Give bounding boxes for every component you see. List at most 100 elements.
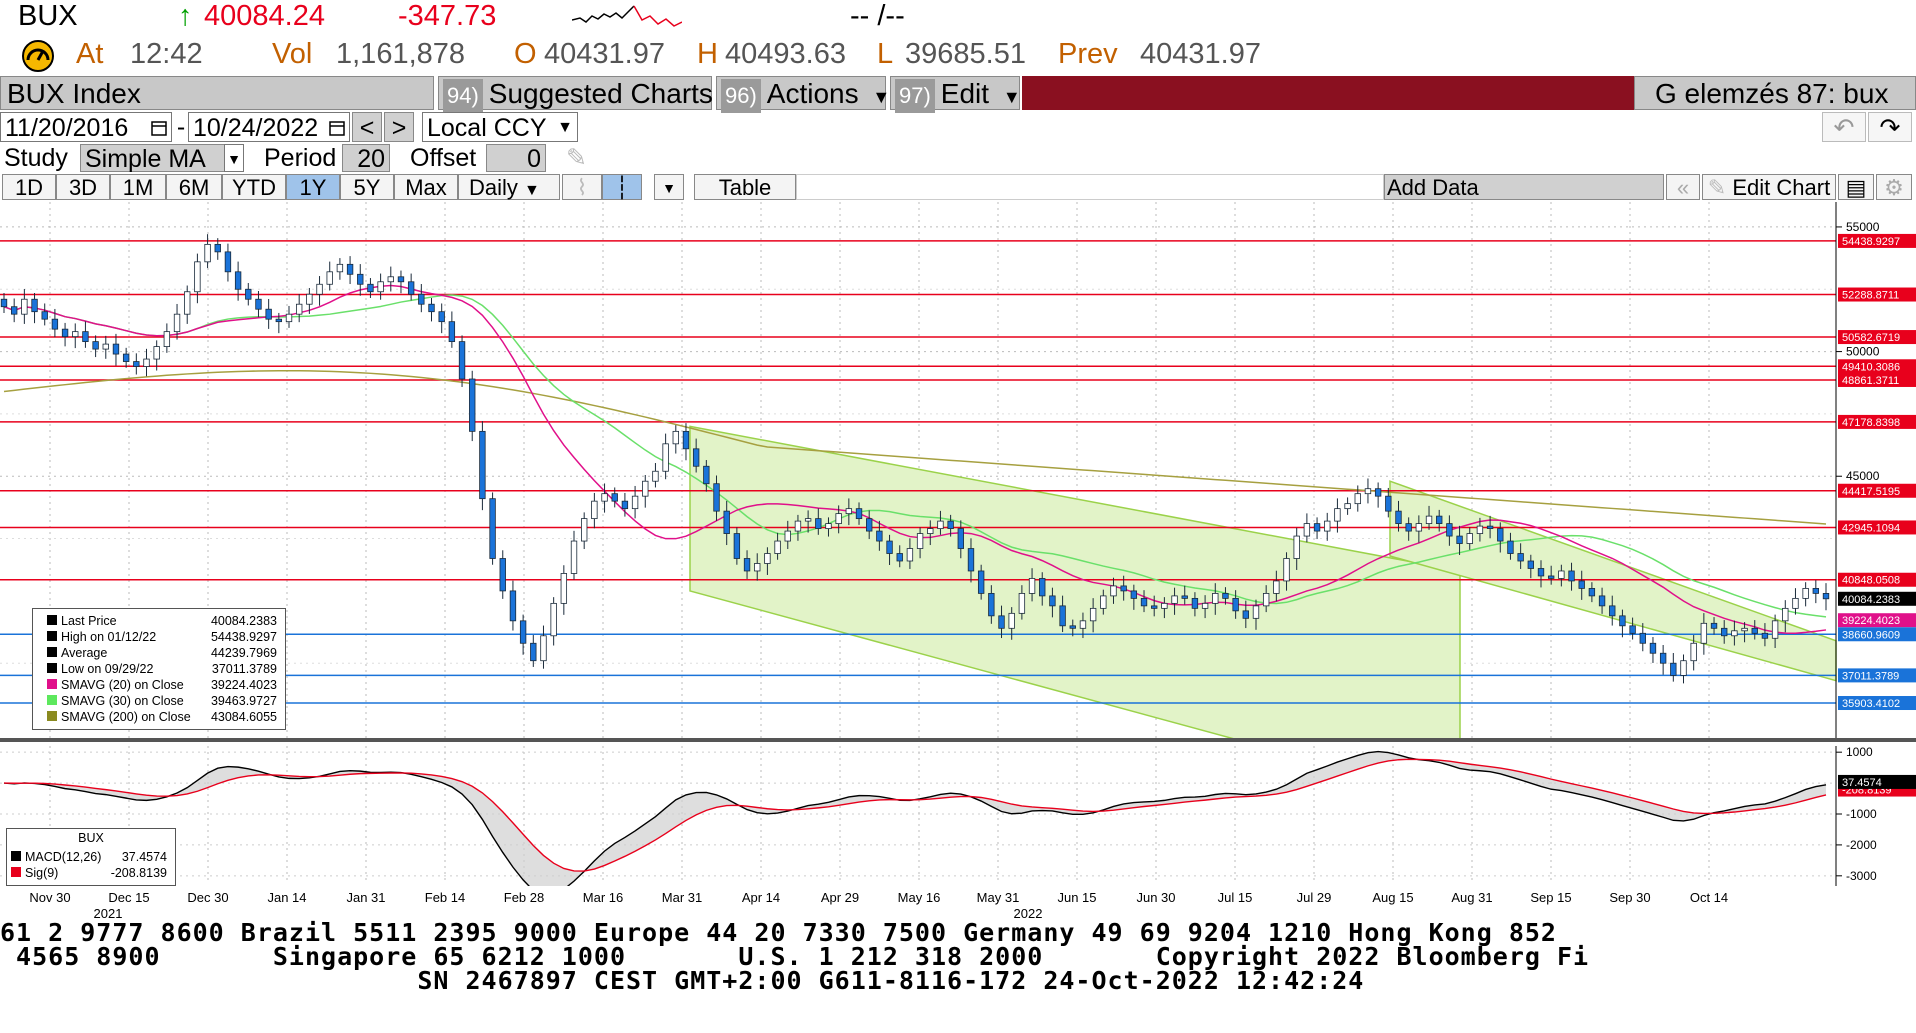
candle — [1069, 619, 1076, 637]
candle — [1374, 482, 1382, 508]
candle — [560, 565, 568, 615]
frequency-select[interactable]: Daily ▼ — [458, 174, 560, 200]
y-tick-label: 50000 — [1846, 345, 1880, 359]
legend-row: Low on 09/29/22 37011.3789 — [37, 661, 281, 677]
chevron-down-icon[interactable]: ▼ — [224, 144, 244, 172]
candle — [601, 483, 608, 513]
calendar-icon[interactable] — [329, 120, 345, 136]
pencil-icon[interactable]: ✎ — [566, 144, 587, 172]
candle — [845, 498, 853, 526]
period-input[interactable]: 20 — [342, 144, 390, 173]
start-date-field[interactable]: 11/20/2016 — [0, 112, 172, 142]
suggested-charts-button[interactable]: 94) Suggested Charts — [438, 76, 713, 113]
ticker-symbol[interactable]: BUX — [18, 0, 78, 32]
ticker-line-2: 4565 8900 Singapore 65 6212 1000 U.S. 1 … — [0, 942, 1590, 971]
legend-value: 37011.3789 — [211, 662, 277, 676]
candle — [1039, 572, 1046, 606]
candle — [652, 463, 659, 488]
actions-menu[interactable]: 96) Actions ▼ — [716, 76, 890, 113]
undo-icon[interactable]: ↶ — [1822, 112, 1866, 142]
candle — [1130, 584, 1138, 610]
candle — [906, 538, 914, 569]
pane-divider — [0, 738, 1916, 742]
x-tick-label: Apr 14 — [742, 890, 780, 905]
gear-icon[interactable]: ⚙ — [1876, 174, 1912, 200]
period-button-1m[interactable]: 1M — [110, 174, 166, 200]
security-field[interactable]: BUX Index — [0, 76, 434, 110]
candle — [1507, 532, 1514, 560]
candle — [479, 421, 486, 511]
candle — [1293, 527, 1300, 570]
offset-input[interactable]: 0 — [486, 144, 546, 173]
chevron-down-icon: ▼ — [557, 119, 573, 136]
edit-chart-button[interactable]: ✎ Edit Chart — [1702, 174, 1836, 200]
price-label-text: 44417.5195 — [1842, 486, 1900, 498]
legend-label: SMAVG (30) on Close — [61, 694, 184, 708]
candle — [1018, 585, 1026, 620]
x-axis: Nov 30 Dec 15 Dec 30 Jan 14 Jan 31 Feb 14 Feb … — [29, 890, 1728, 921]
period-button-1y[interactable]: 1Y — [286, 174, 340, 200]
period-button-1d[interactable]: 1D — [2, 174, 56, 200]
candle — [428, 297, 435, 322]
chevron-right-icon[interactable]: > — [384, 112, 414, 142]
end-date-field[interactable]: 10/24/2022 — [188, 112, 350, 142]
calendar-icon[interactable] — [151, 120, 167, 136]
table-button[interactable]: Table — [694, 174, 796, 200]
candle — [1497, 522, 1504, 553]
edit-number: 97) — [895, 79, 935, 113]
edit-chart-label: Edit Chart — [1732, 175, 1831, 200]
candle — [1517, 543, 1524, 569]
y-tick-label: 55000 — [1846, 220, 1880, 234]
price-labels: 54438.9297 52288.8711 50582.6719 49410.3086… — [1838, 233, 1916, 711]
macd-value-label: 37.4574 — [1838, 774, 1916, 789]
period-button-3d[interactable]: 3D — [56, 174, 110, 200]
legend-swatch — [47, 711, 57, 721]
study-select[interactable]: Simple MA — [80, 144, 244, 173]
legend-swatch — [47, 647, 57, 657]
period-button-5y[interactable]: 5Y — [340, 174, 394, 200]
add-data-input[interactable]: Add Data — [1384, 174, 1664, 200]
edit-menu[interactable]: 97) Edit ▼ — [890, 76, 1021, 113]
price-label: 50582.6719 — [1838, 330, 1916, 345]
chevron-down-icon[interactable]: ▼ — [654, 174, 684, 200]
chevron-down-icon: ▼ — [524, 182, 540, 199]
candle — [21, 289, 28, 324]
actions-label: Actions — [766, 78, 859, 109]
candle — [1690, 635, 1697, 671]
candle — [611, 487, 618, 508]
legend-swatch — [47, 679, 57, 689]
candle — [1456, 525, 1463, 556]
period-button-6m[interactable]: 6M — [166, 174, 222, 200]
chart-settings-icon[interactable]: ▤ — [1838, 174, 1874, 200]
candle — [682, 423, 690, 461]
candle — [1558, 564, 1565, 587]
chevron-left-icon[interactable]: < — [352, 112, 382, 142]
candle — [204, 234, 211, 269]
period-button-ytd[interactable]: YTD — [222, 174, 286, 200]
candle — [774, 532, 781, 560]
candle — [1578, 570, 1585, 600]
x-tick-label: Jun 30 — [1136, 890, 1175, 905]
period-button-max[interactable]: Max — [394, 174, 458, 200]
legend-swatch — [47, 663, 57, 673]
prev-value: 40431.97 — [1140, 38, 1261, 70]
suggested-charts-number: 94) — [443, 79, 483, 113]
line-chart-icon[interactable]: ⌇ — [562, 174, 602, 200]
legend-row: SMAVG (20) on Close 39224.4023 — [37, 677, 281, 693]
candle-chart-icon[interactable]: ┆ — [602, 174, 642, 200]
currency-select[interactable]: Local CCY ▼ — [422, 112, 578, 142]
candle — [1659, 645, 1667, 675]
candle — [1802, 582, 1809, 607]
candle — [662, 433, 669, 480]
candle — [977, 564, 985, 600]
legend-value: 54438.9297 — [210, 630, 277, 644]
legend-label: SMAVG (200) on Close — [61, 710, 191, 724]
candle — [1089, 598, 1097, 633]
price-chart[interactable]: 55000 50000 45000 54438.9297 52288.8711 5058… — [0, 202, 1916, 742]
double-chevron-left-icon[interactable]: « — [1666, 174, 1700, 200]
high-label: H — [697, 38, 718, 70]
redo-icon[interactable]: ↷ — [1868, 112, 1912, 142]
candle — [112, 333, 120, 366]
